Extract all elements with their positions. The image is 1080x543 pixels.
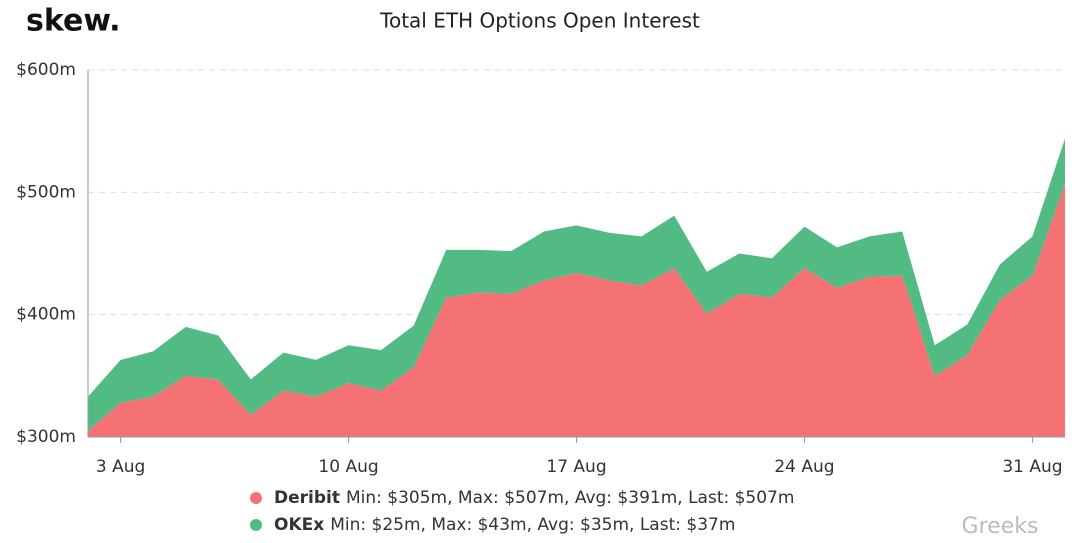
chart-title: Total ETH Options Open Interest <box>379 9 700 33</box>
brand-logo: skew. <box>26 4 121 39</box>
y-tick-label: $500m <box>16 182 76 202</box>
legend-stats: Min: $305m, Max: $507m, Avg: $391m, Last… <box>346 488 794 508</box>
area <box>88 138 1065 431</box>
legend-entry: OKEx Min: $25m, Max: $43m, Avg: $35m, Las… <box>274 515 735 535</box>
y-tick-label: $300m <box>16 427 76 447</box>
legend-name: OKEx <box>274 515 324 535</box>
x-tick-label: 3 Aug <box>96 457 145 477</box>
x-tick-label: 31 Aug <box>1002 457 1062 477</box>
y-tick-label: $600m <box>16 60 76 80</box>
watermark: Greeks <box>962 514 1039 539</box>
x-tick-label: 17 Aug <box>546 457 606 477</box>
legend-entry: Deribit Min: $305m, Max: $507m, Avg: $391… <box>274 488 794 508</box>
y-tick-label: $400m <box>16 305 76 325</box>
legend-stats: Min: $25m, Max: $43m, Avg: $35m, Last: $… <box>330 515 735 535</box>
x-tick-label: 24 Aug <box>774 457 834 477</box>
legend-name: Deribit <box>274 488 340 508</box>
legend-swatch <box>250 492 262 504</box>
area <box>88 183 1065 437</box>
legend-swatch <box>250 519 262 531</box>
x-tick-label: 10 Aug <box>318 457 378 477</box>
